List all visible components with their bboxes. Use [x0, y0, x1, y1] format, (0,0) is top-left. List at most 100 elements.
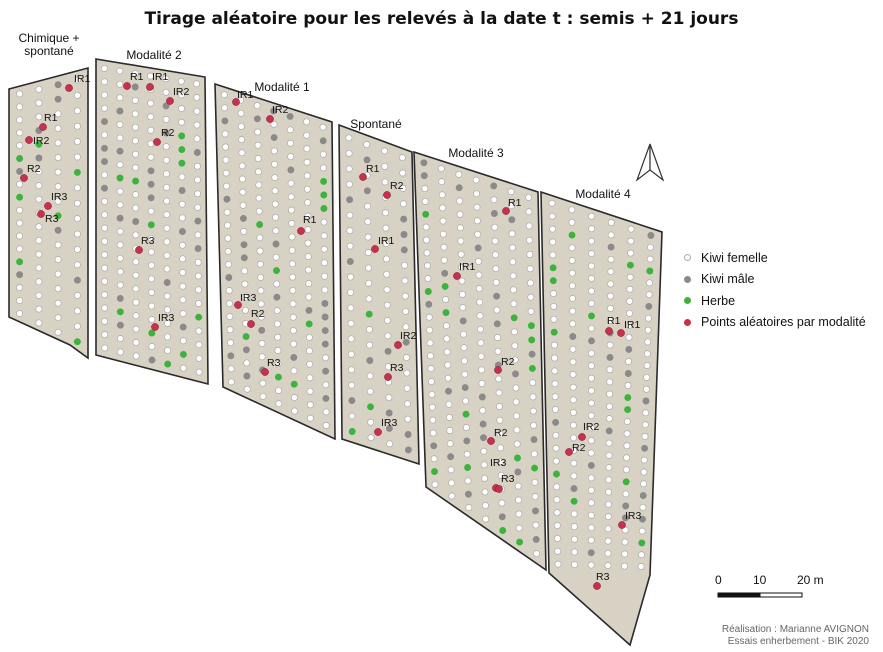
- female-kiwi-point: [511, 342, 519, 350]
- grass-point: [178, 146, 186, 154]
- female-kiwi-point: [35, 278, 43, 286]
- female-kiwi-point: [623, 418, 631, 426]
- female-kiwi-point: [193, 107, 201, 115]
- female-kiwi-point: [445, 400, 453, 408]
- random-point: R2: [247, 308, 265, 328]
- female-kiwi-point: [587, 561, 595, 569]
- female-kiwi-point: [272, 213, 279, 221]
- female-kiwi-point: [421, 185, 429, 192]
- female-kiwi-point: [429, 416, 437, 424]
- female-kiwi-point: [73, 91, 81, 99]
- female-kiwi-point: [587, 362, 595, 370]
- male-kiwi-point: [194, 245, 202, 253]
- scale-label-10: 10: [753, 573, 767, 587]
- female-kiwi-point: [401, 277, 409, 285]
- female-kiwi-point: [320, 245, 328, 253]
- female-kiwi-point: [621, 550, 629, 558]
- female-kiwi-point: [423, 262, 431, 270]
- female-kiwi-point: [492, 251, 499, 259]
- random-point-marker: [453, 272, 461, 280]
- female-kiwi-point: [587, 511, 595, 519]
- female-kiwi-point: [529, 407, 537, 415]
- grass-point: [273, 267, 280, 275]
- female-kiwi-point: [131, 70, 139, 77]
- female-kiwi-point: [101, 91, 108, 99]
- female-kiwi-point: [321, 272, 329, 280]
- female-kiwi-point: [604, 549, 612, 557]
- female-kiwi-point: [290, 394, 298, 402]
- random-point-marker: [618, 521, 626, 529]
- credits: Réalisation : Marianne AVIGNON Essais en…: [722, 624, 869, 648]
- female-kiwi-point: [588, 212, 596, 220]
- female-kiwi-point: [496, 430, 504, 438]
- male-kiwi-point: [178, 228, 186, 235]
- grass-point: [73, 338, 81, 346]
- female-kiwi-point: [446, 440, 454, 448]
- female-kiwi-point: [148, 275, 155, 283]
- male-kiwi-point: [400, 246, 408, 254]
- grass-point: [132, 177, 140, 185]
- female-kiwi-point: [482, 515, 490, 523]
- male-kiwi-point: [162, 129, 170, 137]
- female-kiwi-point: [533, 550, 540, 558]
- female-kiwi-point: [320, 232, 328, 240]
- random-point-label: R3: [45, 213, 59, 225]
- female-kiwi-point: [163, 306, 171, 314]
- female-kiwi-point: [364, 249, 372, 256]
- female-kiwi-point: [445, 413, 453, 421]
- female-kiwi-point: [132, 204, 140, 212]
- female-kiwi-point: [515, 496, 523, 504]
- female-kiwi-point: [569, 383, 577, 391]
- female-kiwi-point: [494, 347, 502, 355]
- female-kiwi-point: [288, 260, 296, 268]
- female-kiwi-point: [241, 280, 249, 288]
- female-kiwi-point: [16, 103, 24, 111]
- female-kiwi-point: [621, 538, 629, 546]
- female-kiwi-point: [303, 131, 311, 139]
- female-kiwi-point: [457, 237, 465, 245]
- female-kiwi-point: [162, 88, 170, 96]
- male-kiwi-point: [348, 397, 356, 405]
- female-kiwi-point: [423, 249, 431, 257]
- female-kiwi-point: [398, 154, 406, 162]
- female-kiwi-point: [605, 439, 613, 447]
- female-kiwi-point: [437, 165, 445, 173]
- female-kiwi-point: [381, 162, 389, 170]
- female-kiwi-point: [365, 264, 372, 272]
- female-kiwi-point: [16, 310, 24, 317]
- female-kiwi-point: [116, 228, 124, 235]
- female-kiwi-point: [587, 387, 595, 395]
- random-point-label: R3: [501, 473, 515, 485]
- female-kiwi-point: [638, 551, 645, 559]
- female-kiwi-point: [162, 143, 170, 151]
- female-kiwi-point: [272, 253, 280, 261]
- female-kiwi-point: [35, 319, 43, 327]
- female-kiwi-point: [259, 392, 267, 400]
- female-kiwi-point: [569, 371, 577, 378]
- female-kiwi-point: [255, 181, 263, 189]
- female-kiwi-point: [465, 504, 473, 511]
- female-kiwi-point: [147, 153, 155, 161]
- female-kiwi-point: [347, 350, 355, 358]
- male-kiwi-point: [321, 327, 329, 335]
- female-kiwi-point: [132, 339, 140, 346]
- female-kiwi-point: [101, 304, 109, 312]
- female-kiwi-point: [448, 479, 455, 487]
- random-point-marker: [146, 83, 154, 91]
- grass-point: [116, 308, 124, 316]
- random-point: R1: [39, 112, 58, 131]
- grass-point: [348, 428, 356, 435]
- grass-point: [626, 261, 634, 269]
- male-kiwi-point: [287, 166, 295, 174]
- parcel-label: Modalité 3: [448, 146, 504, 160]
- random-point-label: IR1: [624, 319, 641, 331]
- female-kiwi-point: [73, 122, 81, 130]
- female-kiwi-point: [549, 225, 556, 233]
- female-kiwi-point: [607, 292, 615, 300]
- female-kiwi-point: [240, 228, 248, 235]
- female-kiwi-point: [147, 113, 155, 121]
- female-kiwi-point: [551, 393, 559, 401]
- female-kiwi-point: [456, 224, 464, 232]
- male-kiwi-point: [607, 243, 615, 251]
- male-kiwi-point: [132, 218, 140, 225]
